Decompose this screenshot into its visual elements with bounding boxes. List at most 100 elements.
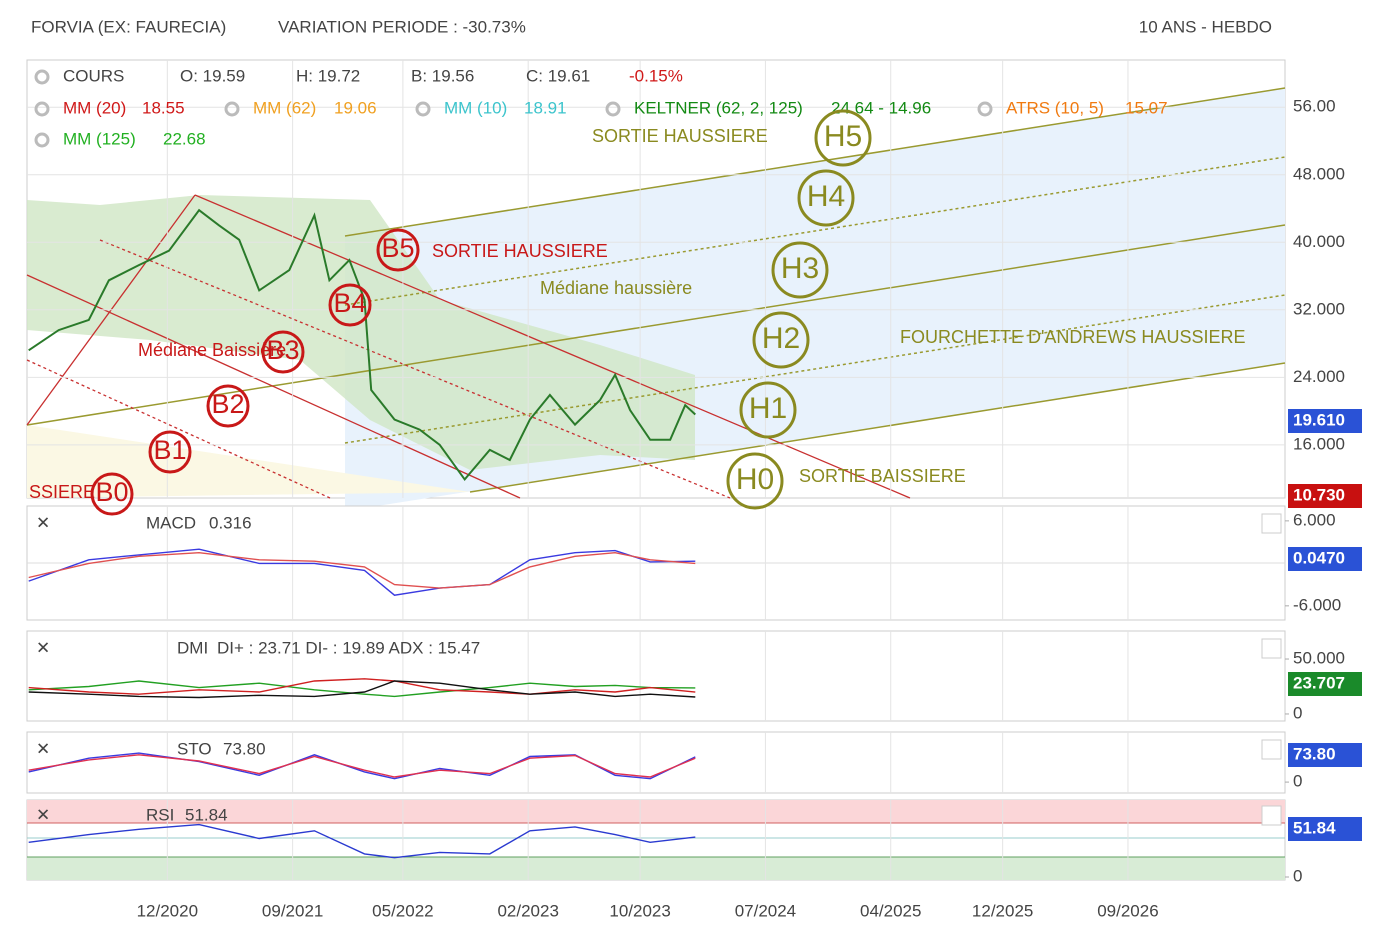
indicator-value: 15.07 <box>1125 98 1168 117</box>
x-tick-label: 04/2025 <box>860 901 921 920</box>
annotation: SORTIE HAUSSIERE <box>592 126 768 146</box>
checkbox[interactable] <box>1261 513 1282 534</box>
icon: ✕ <box>36 513 50 532</box>
indicator-name: KELTNER (62, 2, 125) <box>634 98 803 117</box>
dmi-panel <box>26 630 1286 722</box>
x-tick-label: 07/2024 <box>735 901 796 920</box>
annotation-circle <box>726 452 784 510</box>
indicator-name: ATRS (10, 5) <box>1006 98 1104 117</box>
ohlc: B: 19.56 <box>411 66 474 85</box>
ohlc: C: 19.61 <box>526 66 590 85</box>
x-tick-label: 02/2023 <box>497 901 558 920</box>
annotation: Médiane Baissière <box>138 340 286 360</box>
gear-icon <box>415 101 431 117</box>
annotation: B3 <box>266 335 299 365</box>
series-line <box>28 208 696 482</box>
annotation-circle <box>328 283 372 327</box>
value-box <box>1288 672 1362 696</box>
pitchfork-line <box>469 362 1286 493</box>
annotation: SORTIE HAUSSIERE <box>432 241 608 261</box>
annotation: H5 <box>824 120 862 153</box>
annotation: SORTIE BAISSIERE <box>799 466 966 486</box>
series-line <box>28 823 696 859</box>
indicator-name: MM (20) <box>63 98 126 117</box>
icon: ✕ <box>36 638 50 657</box>
indicator-name: MM (125) <box>63 129 136 148</box>
pitchfork-median <box>26 224 1286 426</box>
annotation-circle <box>752 311 810 369</box>
title: FORVIA (EX: FAURECIA) <box>31 17 226 36</box>
annotation: H1 <box>749 392 787 425</box>
annotation: B1 <box>153 435 186 465</box>
lower-zone <box>27 425 470 498</box>
y-tick-label: 0 <box>1293 772 1302 791</box>
annotation: H2 <box>762 322 800 355</box>
value-box-label: 51.84 <box>1293 818 1336 837</box>
annotation-circle <box>376 228 420 272</box>
y-tick-label: 48.000 <box>1293 164 1345 183</box>
annotation: FOURCHETTE D'ANDREWS HAUSSIERE <box>900 327 1245 347</box>
indicator-value: 18.91 <box>524 98 567 117</box>
value-box-label: 19.610 <box>1293 410 1345 429</box>
indicator-name: DMI <box>177 638 208 657</box>
checkbox[interactable] <box>1261 638 1282 659</box>
checkbox[interactable] <box>1261 739 1282 760</box>
rsi-overbought <box>27 800 1285 823</box>
value-box-label: 23.707 <box>1293 673 1345 692</box>
value-box-label: 0.0470 <box>1293 548 1345 567</box>
gear-icon <box>34 69 50 85</box>
gear-icon <box>34 101 50 117</box>
annotation-circle <box>206 384 250 428</box>
ohlc: O: 19.59 <box>180 66 245 85</box>
annotation-circle <box>814 109 872 167</box>
y-tick-label: 0 <box>1293 866 1302 885</box>
y-tick-label: 16.000 <box>1293 434 1345 453</box>
y-tick-label: 24.000 <box>1293 367 1345 386</box>
indicator-value: 22.68 <box>163 129 206 148</box>
series-line <box>28 551 696 589</box>
gear-icon <box>34 132 50 148</box>
indicator-value: 18.55 <box>142 98 185 117</box>
indicator-name: MM (10) <box>444 98 507 117</box>
period: 10 ANS - HEBDO <box>1139 17 1272 36</box>
annotation: Médiane haussière <box>540 278 692 298</box>
value-box-label: 10.730 <box>1293 485 1345 504</box>
indicator-value: 51.84 <box>185 805 228 824</box>
icon: ✕ <box>36 739 50 758</box>
series-line <box>28 680 696 699</box>
indicator-name: MACD <box>146 513 196 532</box>
series-line <box>28 754 696 778</box>
annotation-circle <box>771 241 829 299</box>
value-box <box>1288 547 1362 571</box>
value-box-label: 73.80 <box>1293 744 1336 763</box>
annotation: H3 <box>781 252 819 285</box>
y-tick-label: 32.000 <box>1293 299 1345 318</box>
rsi-oversold <box>27 857 1285 880</box>
drawings <box>26 59 1286 881</box>
bear-line <box>26 359 331 499</box>
y-tick-label: 40.000 <box>1293 232 1345 251</box>
indicator-name: STO <box>177 739 212 758</box>
value-box <box>1288 817 1362 841</box>
x-tick-label: 12/2025 <box>972 901 1033 920</box>
legend-title: COURS <box>63 66 124 85</box>
indicator-value: 73.80 <box>223 739 266 758</box>
annotation: B2 <box>211 389 244 419</box>
bear-line <box>194 194 911 499</box>
y-tick-label: 6.000 <box>1293 510 1336 529</box>
y-tick-label: 50.000 <box>1293 649 1345 668</box>
x-tick-label: 09/2021 <box>262 901 323 920</box>
indicator-name: RSI <box>146 805 174 824</box>
value-box <box>1288 484 1362 508</box>
gear-icon <box>224 101 240 117</box>
gear-icon <box>977 101 993 117</box>
annotation-circle <box>739 381 797 439</box>
checkbox[interactable] <box>1261 805 1282 826</box>
annotation: B4 <box>333 288 366 318</box>
y-tick-label: 0 <box>1293 703 1302 722</box>
value-box <box>1288 743 1362 767</box>
x-tick-label: 09/2026 <box>1097 901 1158 920</box>
indicator-value: 0.316 <box>209 513 252 532</box>
ohlc: H: 19.72 <box>296 66 360 85</box>
